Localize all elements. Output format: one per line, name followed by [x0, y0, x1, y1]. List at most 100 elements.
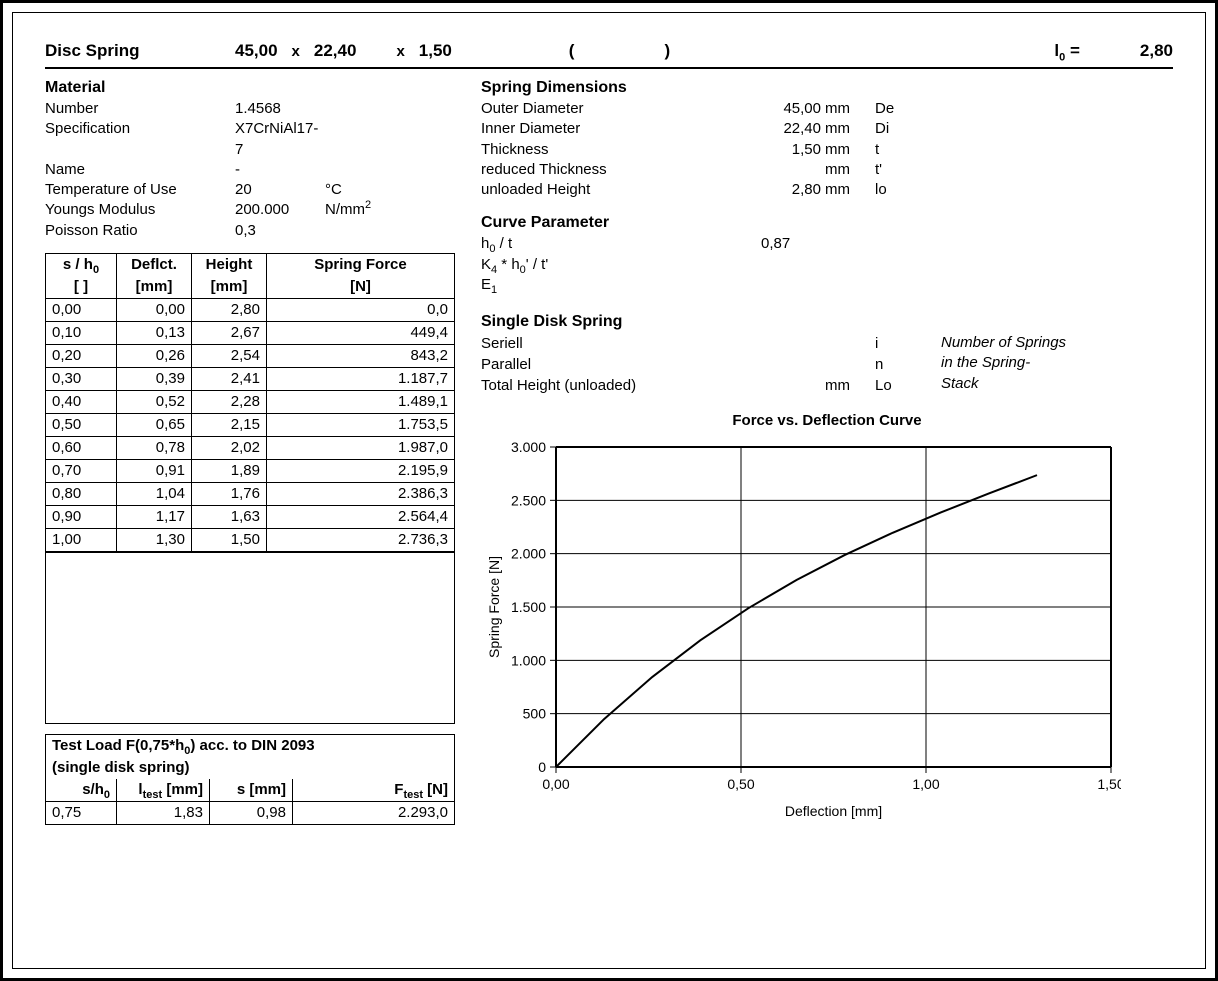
stack-symbol: Lo	[875, 375, 935, 396]
dimensions-title: Spring Dimensions	[481, 79, 1173, 97]
dimension-value: 2,80	[761, 180, 825, 200]
cell-height: 2,28	[192, 390, 267, 413]
cell-height: 1,50	[192, 528, 267, 551]
cell-sh0: 0,50	[46, 413, 117, 436]
material-row: Youngs Modulus200.000N/mm2	[45, 200, 455, 220]
dimension-value: 45,00	[761, 99, 825, 119]
header-label: Disc Spring	[45, 41, 235, 61]
curve-param-key: K4 * h0' / t'	[481, 255, 761, 275]
cell-deflct: 0,52	[117, 390, 192, 413]
svg-text:2.000: 2.000	[511, 546, 546, 562]
material-key: Youngs Modulus	[45, 200, 235, 220]
dimension-unit: mm	[825, 160, 875, 180]
dimensions-block: Outer Diameter45,00mmDeInner Diameter22,…	[481, 99, 1173, 200]
material-unit: °C	[325, 180, 385, 200]
stack-value	[761, 375, 825, 396]
dimension-row: Thickness1,50mmt	[481, 140, 1173, 160]
table-row: 0,600,782,021.987,0	[46, 436, 455, 459]
cell-force: 2.195,9	[267, 459, 455, 482]
cell-height: 2,67	[192, 321, 267, 344]
cell-sh0: 0,90	[46, 505, 117, 528]
test-load-title: Test Load F(0,75*h0) acc. to DIN 2093	[46, 734, 455, 757]
material-value: 0,3	[235, 221, 325, 241]
curve-param-row: h0 / t0,87	[481, 234, 1173, 254]
table-row: 0,000,002,800,0	[46, 298, 455, 321]
th-unit-2: [mm]	[117, 276, 192, 299]
table-row: 0,300,392,411.187,7	[46, 367, 455, 390]
force-deflection-chart: 0,000,501,001,5005001.0001.5002.0002.500…	[481, 437, 1121, 822]
svg-text:Deflection [mm]: Deflection [mm]	[785, 803, 882, 819]
cell-height: 1,89	[192, 459, 267, 482]
test-header: ltest [mm]	[117, 779, 210, 802]
header-x2: x	[396, 43, 404, 60]
dimension-symbol: t'	[875, 160, 935, 180]
svg-text:1,50: 1,50	[1097, 776, 1121, 792]
curve-param-key: E1	[481, 275, 761, 295]
material-value: -	[235, 160, 325, 180]
svg-text:3.000: 3.000	[511, 439, 546, 455]
table-row: 0,500,652,151.753,5	[46, 413, 455, 436]
cell-force: 1.753,5	[267, 413, 455, 436]
table-row: 0,901,171,632.564,4	[46, 505, 455, 528]
right-column: Spring Dimensions Outer Diameter45,00mmD…	[481, 75, 1173, 826]
test-cell: 0,98	[210, 801, 293, 824]
dimension-row: reduced Thickness mmt'	[481, 160, 1173, 180]
svg-text:500: 500	[523, 706, 547, 722]
dimension-key: Inner Diameter	[481, 119, 761, 139]
dimension-key: reduced Thickness	[481, 160, 761, 180]
stack-row: Paralleln	[481, 354, 941, 375]
header-x1: x	[292, 43, 300, 60]
material-row: Name-	[45, 160, 455, 180]
curve-param-key: h0 / t	[481, 234, 761, 254]
dimension-row: Inner Diameter22,40mmDi	[481, 119, 1173, 139]
table-row: 0,700,911,892.195,9	[46, 459, 455, 482]
cell-deflct: 0,26	[117, 344, 192, 367]
dimension-symbol: De	[875, 99, 935, 119]
cell-deflct: 0,39	[117, 367, 192, 390]
header-outer-dia: 45,00	[235, 41, 278, 61]
material-row: Number1.4568	[45, 99, 455, 119]
curve-param-row: K4 * h0' / t'	[481, 255, 1173, 275]
test-header: s [mm]	[210, 779, 293, 802]
svg-text:0: 0	[538, 759, 546, 775]
material-row: Poisson Ratio0,3	[45, 221, 455, 241]
cell-height: 2,41	[192, 367, 267, 390]
table-row: 1,001,301,502.736,3	[46, 528, 455, 551]
th-sh0: s / h0	[46, 253, 117, 276]
svg-text:1.000: 1.000	[511, 652, 546, 668]
th-force: Spring Force	[267, 253, 455, 276]
stack-value	[761, 354, 825, 375]
cell-deflct: 1,17	[117, 505, 192, 528]
stack-symbol: i	[875, 333, 935, 354]
curve-param-row: E1	[481, 275, 1173, 295]
columns: Material Number1.4568SpecificationX7CrNi…	[45, 75, 1173, 826]
cell-force: 1.187,7	[267, 367, 455, 390]
test-load-table: Test Load F(0,75*h0) acc. to DIN 2093 (s…	[45, 734, 455, 825]
cell-height: 2,80	[192, 298, 267, 321]
svg-text:0,00: 0,00	[542, 776, 569, 792]
stack-symbol: n	[875, 354, 935, 375]
th-deflct: Deflct.	[117, 253, 192, 276]
svg-text:1,00: 1,00	[912, 776, 939, 792]
header-thickness: 1,50	[419, 41, 489, 61]
dimension-value	[761, 160, 825, 180]
material-value: X7CrNiAl17-7	[235, 119, 325, 160]
cell-deflct: 0,91	[117, 459, 192, 482]
dimension-symbol: lo	[875, 180, 935, 200]
cell-sh0: 0,70	[46, 459, 117, 482]
cell-height: 2,02	[192, 436, 267, 459]
material-key: Specification	[45, 119, 235, 160]
cell-sh0: 1,00	[46, 528, 117, 551]
material-key: Temperature of Use	[45, 180, 235, 200]
stack-row: Total Height (unloaded)mmLo	[481, 375, 941, 396]
test-cell: 0,75	[46, 801, 117, 824]
force-table: s / h0 Deflct. Height Spring Force [ ] […	[45, 253, 455, 552]
dimension-symbol: t	[875, 140, 935, 160]
stack-unit	[825, 354, 875, 375]
cell-deflct: 0,65	[117, 413, 192, 436]
cell-deflct: 1,30	[117, 528, 192, 551]
cell-sh0: 0,10	[46, 321, 117, 344]
cell-force: 449,4	[267, 321, 455, 344]
header-paren-open: (	[569, 41, 575, 61]
stack-row: Serielli	[481, 333, 941, 354]
